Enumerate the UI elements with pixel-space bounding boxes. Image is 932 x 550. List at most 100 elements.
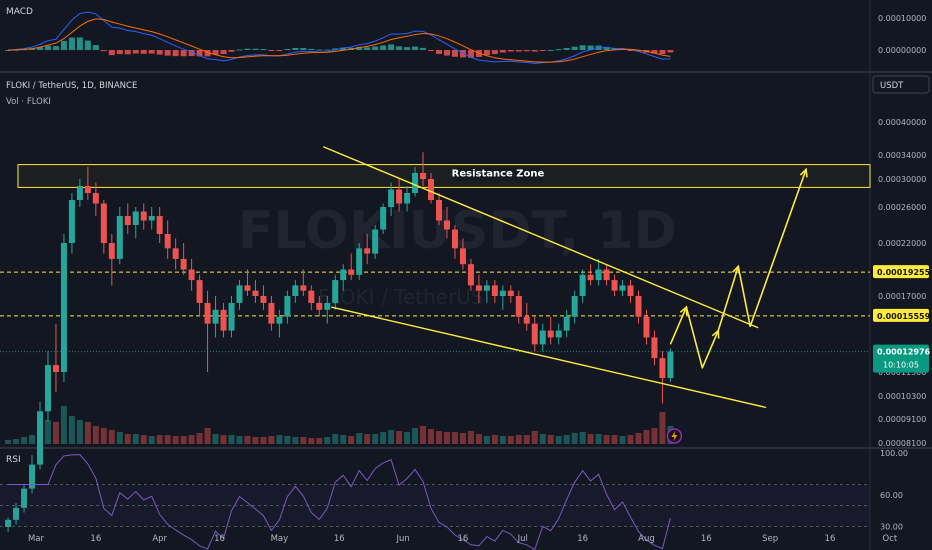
- macd-histogram-bar: [140, 50, 147, 54]
- volume-bar: [635, 433, 642, 444]
- macd-histogram-bar: [5, 50, 12, 51]
- time-axis-tick: Mar: [28, 534, 45, 544]
- time-axis-tick: 16: [825, 534, 836, 544]
- candle-body: [116, 216, 123, 259]
- trendline-lower[interactable]: [331, 306, 767, 409]
- candle-body: [388, 189, 395, 207]
- rsi-axis-tick: 60.00: [880, 491, 903, 500]
- candle-body: [21, 488, 28, 508]
- time-axis-tick: 16: [214, 534, 225, 544]
- time-axis-tick: 16: [90, 534, 101, 544]
- volume-bar: [5, 440, 12, 444]
- projection-arrowhead: [679, 305, 688, 316]
- volume-bar: [364, 434, 371, 444]
- trendline-upper[interactable]: [323, 146, 759, 329]
- macd-axis-tick: 0.00000000: [878, 46, 926, 55]
- candle-body: [483, 285, 490, 291]
- volume-bar: [451, 432, 458, 444]
- macd-histogram-bar: [180, 50, 187, 57]
- macd-histogram-bar: [316, 49, 323, 51]
- price-level-value: 0.00015559: [877, 312, 931, 321]
- volume-bar: [412, 428, 419, 444]
- time-axis-tick: Sep: [762, 534, 778, 544]
- current-price-value: 0.00012976: [877, 348, 931, 357]
- candle-body: [68, 200, 75, 243]
- macd-histogram-bar: [603, 46, 610, 50]
- macd-histogram-bar: [260, 49, 267, 51]
- lightning-icon[interactable]: [666, 428, 683, 444]
- candle-body: [228, 302, 235, 331]
- candle-body: [220, 309, 227, 331]
- volume-bar: [587, 434, 594, 444]
- resistance-zone[interactable]: Resistance Zone: [17, 164, 871, 188]
- volume-bar: [124, 434, 131, 444]
- candle-body: [204, 302, 211, 324]
- volume-bar: [499, 436, 506, 444]
- price-axis-tick: 0.00026000: [878, 203, 926, 212]
- macd-histogram-bar: [252, 48, 259, 50]
- volume-bar: [324, 437, 331, 444]
- rsi-guides: [0, 484, 870, 527]
- macd-axis-tick: 0.00010000: [878, 14, 926, 23]
- macd-histogram-bar: [340, 47, 347, 50]
- volume-bar: [372, 434, 379, 444]
- symbol-legend[interactable]: FLOKI / TetherUS, 1D, BINANCE: [6, 81, 137, 91]
- volume-bar: [52, 422, 59, 444]
- price-level-value: 0.00019255: [877, 268, 931, 277]
- candle-body: [84, 186, 91, 193]
- price-axis-tick: 0.00040000: [878, 118, 926, 127]
- volume-bar: [428, 429, 435, 444]
- candle-body: [284, 296, 291, 317]
- volume-bar: [356, 433, 363, 444]
- candle-body: [420, 173, 427, 179]
- volume-bar: [132, 434, 139, 444]
- macd-histogram-bar: [108, 50, 115, 56]
- price-axis[interactable]: 0.00040000 0.00034000 0.00030000 0.00026000…: [878, 118, 926, 448]
- volume-bar: [236, 436, 243, 444]
- volume-bar: [396, 431, 403, 444]
- macd-histogram-bar: [412, 46, 419, 50]
- time-axis-tick: May: [271, 534, 289, 544]
- rsi-axis: 100.00 60.00 30.00: [880, 449, 908, 532]
- candle-body: [404, 193, 411, 204]
- time-axis[interactable]: Mar 16 Apr 16 May 16 Jun 16 Jul 16 Aug 16 Sep 16 Oct: [28, 534, 898, 544]
- volume-bar: [659, 412, 666, 444]
- currency-label-box[interactable]: [872, 75, 930, 94]
- time-axis-tick: 16: [577, 534, 588, 544]
- price-axis-tick: 0.00030000: [878, 175, 926, 184]
- candle-body: [244, 285, 251, 291]
- candle-body: [667, 351, 674, 378]
- price-pane[interactable]: FLOKIUSDT, 1D FLOKI / TetherUS FLOKI / T…: [0, 75, 931, 532]
- volume-bar: [92, 426, 99, 444]
- volume-bar: [188, 435, 195, 444]
- macd-histogram-bar: [443, 50, 450, 56]
- volume-bar: [483, 436, 490, 444]
- price-level-tag: [873, 265, 929, 279]
- resistance-zone-box[interactable]: [17, 164, 871, 188]
- macd-label: MACD: [6, 7, 33, 17]
- volume-bar: [292, 437, 299, 444]
- volume-bar: [100, 428, 107, 444]
- candle-body: [164, 234, 171, 249]
- signal-line: [8, 18, 671, 63]
- bar-countdown: 10:10:05: [883, 361, 919, 370]
- projection-path[interactable]: [669, 167, 808, 369]
- volume-legend[interactable]: Vol · FLOKI: [6, 97, 51, 107]
- volume-bar: [172, 436, 179, 444]
- macd-histogram-bar: [483, 50, 490, 56]
- volume-bar: [180, 436, 187, 444]
- volume-bar: [595, 434, 602, 444]
- candle-body: [324, 302, 331, 310]
- rsi-pane[interactable]: RSI 100.00 60.00 30.00: [0, 449, 908, 550]
- volume-bar: [316, 438, 323, 444]
- macd-pane[interactable]: MACD 0.00010000 0.00000000: [5, 7, 926, 64]
- candle-body: [236, 285, 243, 303]
- macd-histogram-bar: [236, 49, 243, 51]
- volume-bar: [268, 436, 275, 444]
- volume-bar: [156, 435, 163, 444]
- volume-bar: [228, 435, 235, 444]
- trendlines[interactable]: [323, 146, 767, 409]
- macd-histogram-bar: [324, 49, 331, 51]
- candle-body: [475, 285, 482, 291]
- candle-body: [571, 296, 578, 317]
